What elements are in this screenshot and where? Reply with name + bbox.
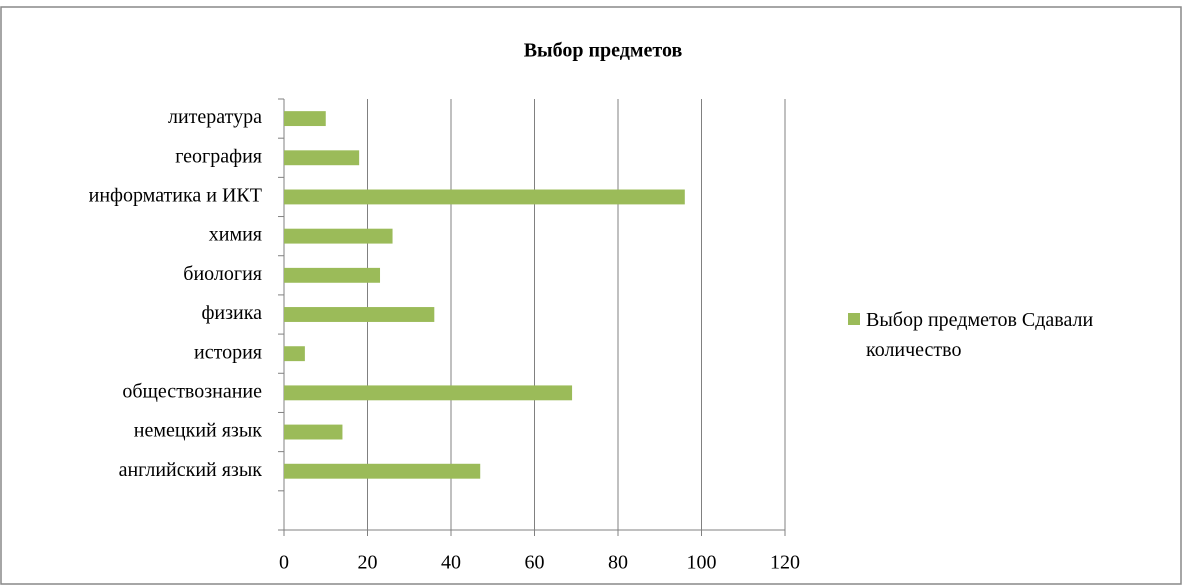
x-tick-label: 80 [608,552,628,574]
bar [284,424,343,440]
y-tick-label: литература [168,106,262,128]
y-tick-label: немецкий язык [134,420,262,442]
y-tick-label: химия [209,224,262,246]
x-tick-label: 0 [279,552,289,574]
x-tick-label: 20 [358,552,378,574]
x-tick-label: 100 [687,552,717,574]
y-tick-label: биология [183,263,262,285]
bar [284,228,393,244]
bar [284,463,481,479]
y-tick-label: история [194,341,262,363]
chart-title: Выбор предметов [524,40,683,62]
bar [284,111,326,127]
y-tick-label: английский язык [119,459,263,481]
bar [284,150,360,166]
legend-swatch [848,313,860,325]
bar [284,385,573,401]
x-tick-label: 40 [441,552,461,574]
bar [284,189,685,205]
bar [284,307,435,322]
y-tick-label: физика [201,302,262,324]
legend-label: Выбор предметов Сдавали количество [866,309,1094,361]
bar [284,346,305,362]
y-tick-label: обществознание [122,380,262,402]
bar [284,267,381,283]
x-tick-label: 120 [770,552,800,574]
y-tick-label: информатика и ИКТ [89,185,262,207]
chart-frame [0,6,1182,585]
x-tick-label: 60 [525,552,545,574]
y-tick-label: география [175,145,262,167]
